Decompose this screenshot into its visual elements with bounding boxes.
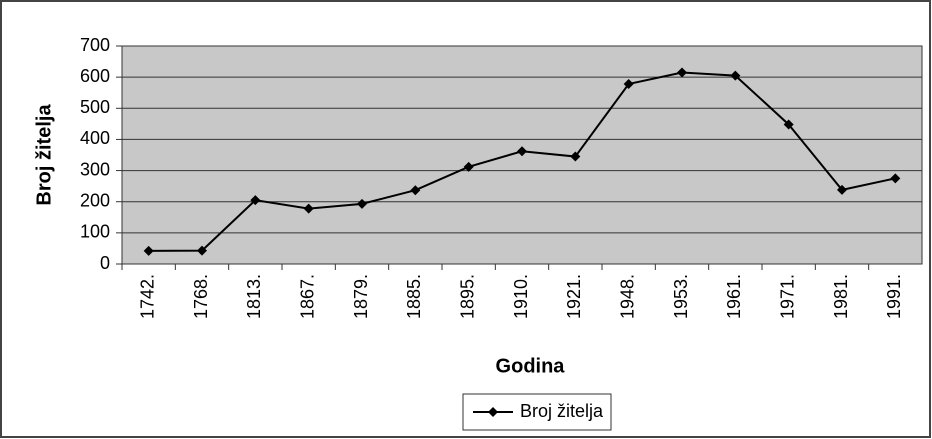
y-tick-label: 300 <box>80 159 110 179</box>
x-tick-label: 1953. <box>671 274 691 319</box>
marker <box>570 151 581 162</box>
x-tick-label: 1910. <box>511 274 531 319</box>
marker <box>677 67 687 78</box>
y-tick-label: 700 <box>80 35 110 55</box>
x-axis-title: Godina <box>496 355 566 377</box>
y-axis-title: Broj žitelja <box>33 104 55 206</box>
x-tick-label: 1768. <box>191 274 211 319</box>
marker <box>357 198 367 209</box>
x-tick-label: 1885. <box>404 274 424 319</box>
x-tick-label: 1813. <box>244 274 264 319</box>
marker <box>890 173 901 184</box>
x-tick-label: 1921. <box>564 274 584 319</box>
marker <box>517 146 527 157</box>
x-tick-label: 1948. <box>617 274 637 319</box>
marker <box>837 184 847 195</box>
marker <box>410 185 421 196</box>
marker <box>463 161 474 172</box>
marker <box>623 78 634 89</box>
marker <box>143 245 154 256</box>
marker <box>250 195 261 206</box>
x-tick-label: 1742. <box>137 274 157 319</box>
legend-label: Broj žitelja <box>520 401 604 421</box>
marker <box>730 70 741 81</box>
legend-marker <box>488 407 498 417</box>
marker <box>783 119 794 130</box>
y-tick-label: 100 <box>80 222 110 242</box>
marker <box>303 203 314 214</box>
y-tick-label: 0 <box>100 253 110 273</box>
x-tick-label: 1867. <box>297 274 317 319</box>
x-tick-label: 1981. <box>831 274 851 319</box>
x-tick-label: 1991. <box>884 274 904 319</box>
y-tick-label: 600 <box>80 66 110 86</box>
x-tick-label: 1961. <box>724 274 744 319</box>
x-tick-label: 1895. <box>457 274 477 319</box>
x-tick-label: 1971. <box>777 274 797 319</box>
y-tick-label: 400 <box>80 128 110 148</box>
y-tick-label: 200 <box>80 190 110 210</box>
marker <box>197 245 207 256</box>
y-tick-label: 500 <box>80 97 110 117</box>
x-tick-label: 1879. <box>351 274 371 319</box>
